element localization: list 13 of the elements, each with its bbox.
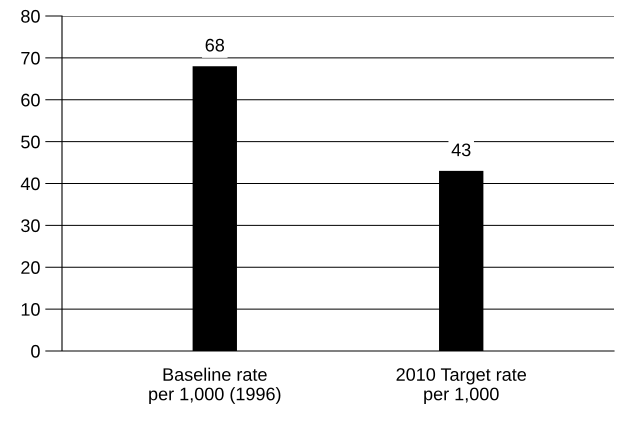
y-tick-label: 20 [21, 261, 40, 274]
y-tick-label: 60 [21, 94, 40, 106]
y-tick-label: 80 [21, 10, 40, 23]
y-tick-label: 0 [31, 344, 40, 358]
data-label: 68 [206, 38, 224, 52]
y-tick-label: 10 [22, 303, 40, 316]
y-tick-label: 30 [21, 219, 40, 232]
y-tick-label: 70 [21, 52, 40, 65]
x-tick-label: Baseline rate per 1,000 (1996) [149, 368, 280, 404]
y-tick-label: 40 [20, 177, 40, 190]
x-tick-label: 2010 Target rate per 1,000 [396, 368, 526, 404]
data-label: 43 [452, 143, 470, 156]
y-tick-label: 50 [21, 136, 40, 148]
